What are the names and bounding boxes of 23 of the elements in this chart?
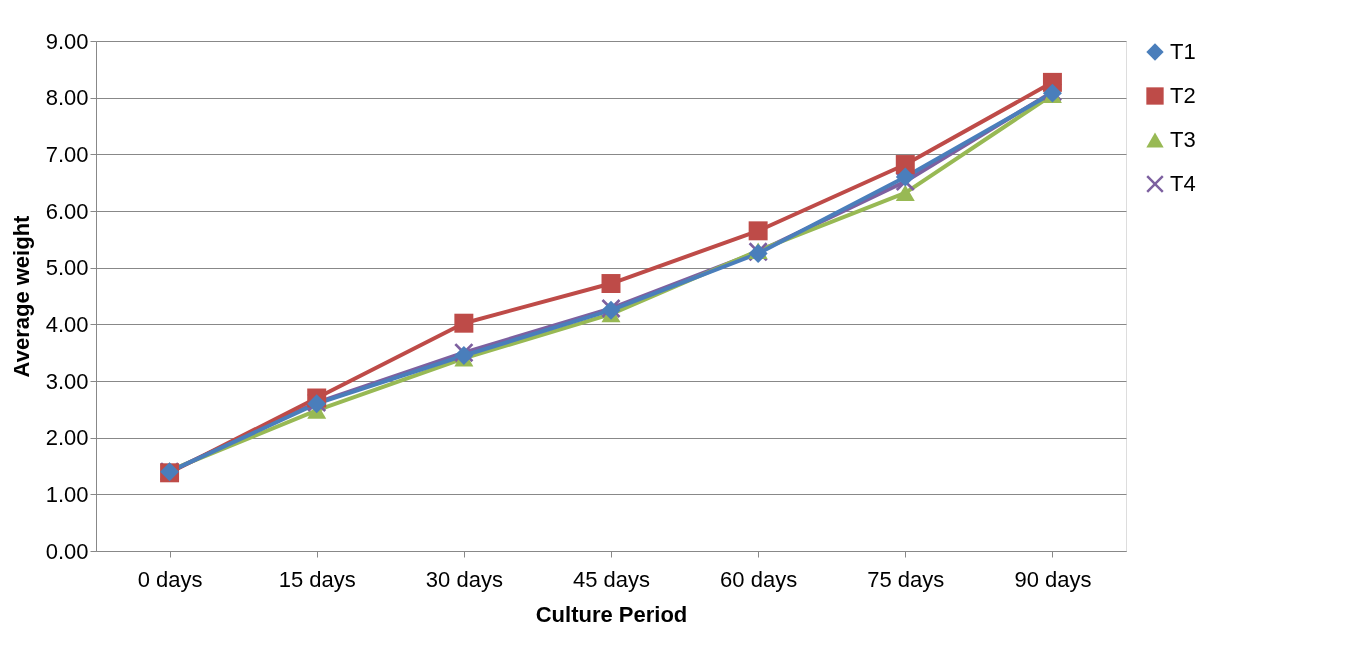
y-tick-label: 7.00 xyxy=(45,141,89,167)
y-axis-title: Average weight xyxy=(8,214,34,378)
x-tick-label: 30 days xyxy=(425,566,503,592)
y-tick-label: 2.00 xyxy=(45,425,89,451)
y-tick-label: 8.00 xyxy=(45,85,89,111)
y-tick-label: 3.00 xyxy=(45,368,89,394)
x-tick-label: 0 days xyxy=(137,566,203,592)
y-tick-label: 6.00 xyxy=(45,198,89,224)
legend-label: T2 xyxy=(1170,83,1196,108)
y-tick-label: 1.00 xyxy=(45,481,89,507)
x-tick-label: 15 days xyxy=(278,566,356,592)
x-axis-title: Culture Period xyxy=(535,601,688,627)
y-tick-label: 4.00 xyxy=(45,311,89,337)
legend-label: T4 xyxy=(1170,171,1196,196)
legend-label: T3 xyxy=(1170,127,1196,152)
x-tick-label: 60 days xyxy=(720,566,798,592)
x-tick-label: 75 days xyxy=(867,566,945,592)
y-tick-label: 9.00 xyxy=(45,28,89,54)
y-tick-label: 5.00 xyxy=(45,255,89,281)
legend-label: T1 xyxy=(1170,39,1196,64)
x-tick-label: 45 days xyxy=(572,566,651,592)
x-tick-label: 90 days xyxy=(1014,566,1092,592)
y-tick-label: 0.00 xyxy=(45,538,89,564)
